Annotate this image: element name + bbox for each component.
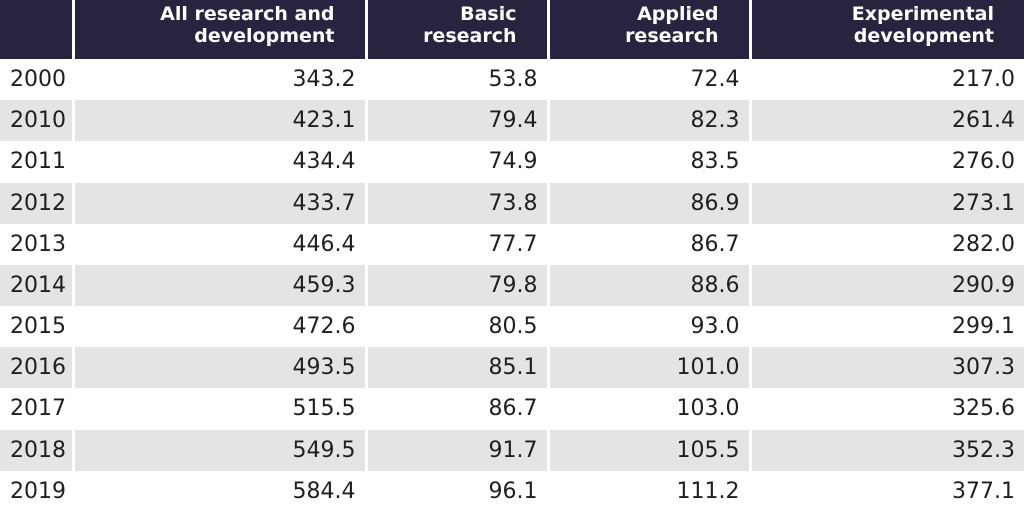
table-row: 2012 433.7 73.8 86.9 273.1 [0, 182, 1024, 224]
value-cell: 307.3 [748, 347, 1024, 389]
value-cell: 584.4 [71, 470, 366, 512]
value-cell: 96.1 [364, 470, 548, 512]
value-cell: 86.7 [546, 223, 750, 265]
year-cell: 2012 [10, 190, 66, 216]
value-cell: 79.4 [364, 100, 548, 142]
table-row: 2011 434.4 74.9 83.5 276.0 [0, 141, 1024, 183]
value-cell: 261.4 [748, 100, 1024, 142]
value-cell: 217.0 [748, 59, 1024, 101]
value-cell: 343.2 [71, 59, 366, 101]
value-cell: 73.8 [364, 182, 548, 224]
value-cell: 352.3 [748, 429, 1024, 471]
value-cell: 82.3 [546, 100, 750, 142]
value-cell: 83.5 [546, 141, 750, 183]
table-row: 2017 515.5 86.7 103.0 325.6 [0, 388, 1024, 430]
table-row: 2000 343.2 53.8 72.4 217.0 [0, 59, 1024, 101]
value-cell: 105.5 [546, 429, 750, 471]
value-cell: 53.8 [364, 59, 548, 101]
table-row: 2015 472.6 80.5 93.0 299.1 [0, 306, 1024, 348]
year-cell: 2013 [10, 231, 66, 257]
year-cell: 2019 [10, 478, 66, 504]
value-cell: 103.0 [546, 388, 750, 430]
year-cell: 2011 [10, 149, 66, 175]
year-cell: 2017 [10, 396, 66, 422]
value-cell: 377.1 [748, 470, 1024, 512]
value-cell: 433.7 [71, 182, 366, 224]
table-row: 2013 446.4 77.7 86.7 282.0 [0, 223, 1024, 265]
value-cell: 101.0 [546, 347, 750, 389]
year-cell: 2000 [10, 67, 66, 93]
value-cell: 86.9 [546, 182, 750, 224]
table-row: 2018 549.5 91.7 105.5 352.3 [0, 429, 1024, 471]
value-cell: 276.0 [748, 141, 1024, 183]
value-cell: 88.6 [546, 264, 750, 307]
column-header-experimental-development: Experimental development [748, 0, 1024, 59]
value-cell: 515.5 [71, 388, 366, 430]
year-cell: 2014 [10, 272, 66, 298]
value-cell: 282.0 [748, 223, 1024, 265]
value-cell: 79.8 [364, 264, 548, 307]
column-header-all-research-and-development: All research and development [71, 0, 366, 59]
column-header-year [0, 0, 73, 59]
table-row: 2019 584.4 96.1 111.2 377.1 [0, 470, 1024, 512]
value-cell: 434.4 [71, 141, 366, 183]
value-cell: 93.0 [546, 306, 750, 348]
value-cell: 91.7 [364, 429, 548, 471]
value-cell: 493.5 [71, 347, 366, 389]
value-cell: 290.9 [748, 264, 1024, 307]
value-cell: 72.4 [546, 59, 750, 101]
value-cell: 325.6 [748, 388, 1024, 430]
value-cell: 85.1 [364, 347, 548, 389]
value-cell: 423.1 [71, 100, 366, 142]
value-cell: 77.7 [364, 223, 548, 265]
value-cell: 446.4 [71, 223, 366, 265]
table-row: 2016 493.5 85.1 101.0 307.3 [0, 347, 1024, 389]
value-cell: 111.2 [546, 470, 750, 512]
value-cell: 459.3 [71, 264, 366, 307]
value-cell: 549.5 [71, 429, 366, 471]
value-cell: 80.5 [364, 306, 548, 348]
year-cell: 2016 [10, 355, 66, 381]
header-row: All research and development Basic resea… [0, 0, 1024, 59]
year-cell: 2010 [10, 108, 66, 134]
value-cell: 74.9 [364, 141, 548, 183]
value-cell: 273.1 [748, 182, 1024, 224]
value-cell: 472.6 [71, 306, 366, 348]
column-header-basic-research: Basic research [364, 0, 548, 59]
year-cell: 2015 [10, 314, 66, 340]
table-row: 2014 459.3 79.8 88.6 290.9 [0, 264, 1024, 307]
value-cell: 86.7 [364, 388, 548, 430]
value-cell: 299.1 [748, 306, 1024, 348]
table-row: 2010 423.1 79.4 82.3 261.4 [0, 100, 1024, 142]
year-cell: 2018 [10, 437, 66, 463]
column-header-applied-research: Applied research [546, 0, 750, 59]
table-body: 2000 343.2 53.8 72.4 217.0 2010 423.1 79… [0, 59, 1024, 512]
table-header: All research and development Basic resea… [0, 0, 1024, 59]
